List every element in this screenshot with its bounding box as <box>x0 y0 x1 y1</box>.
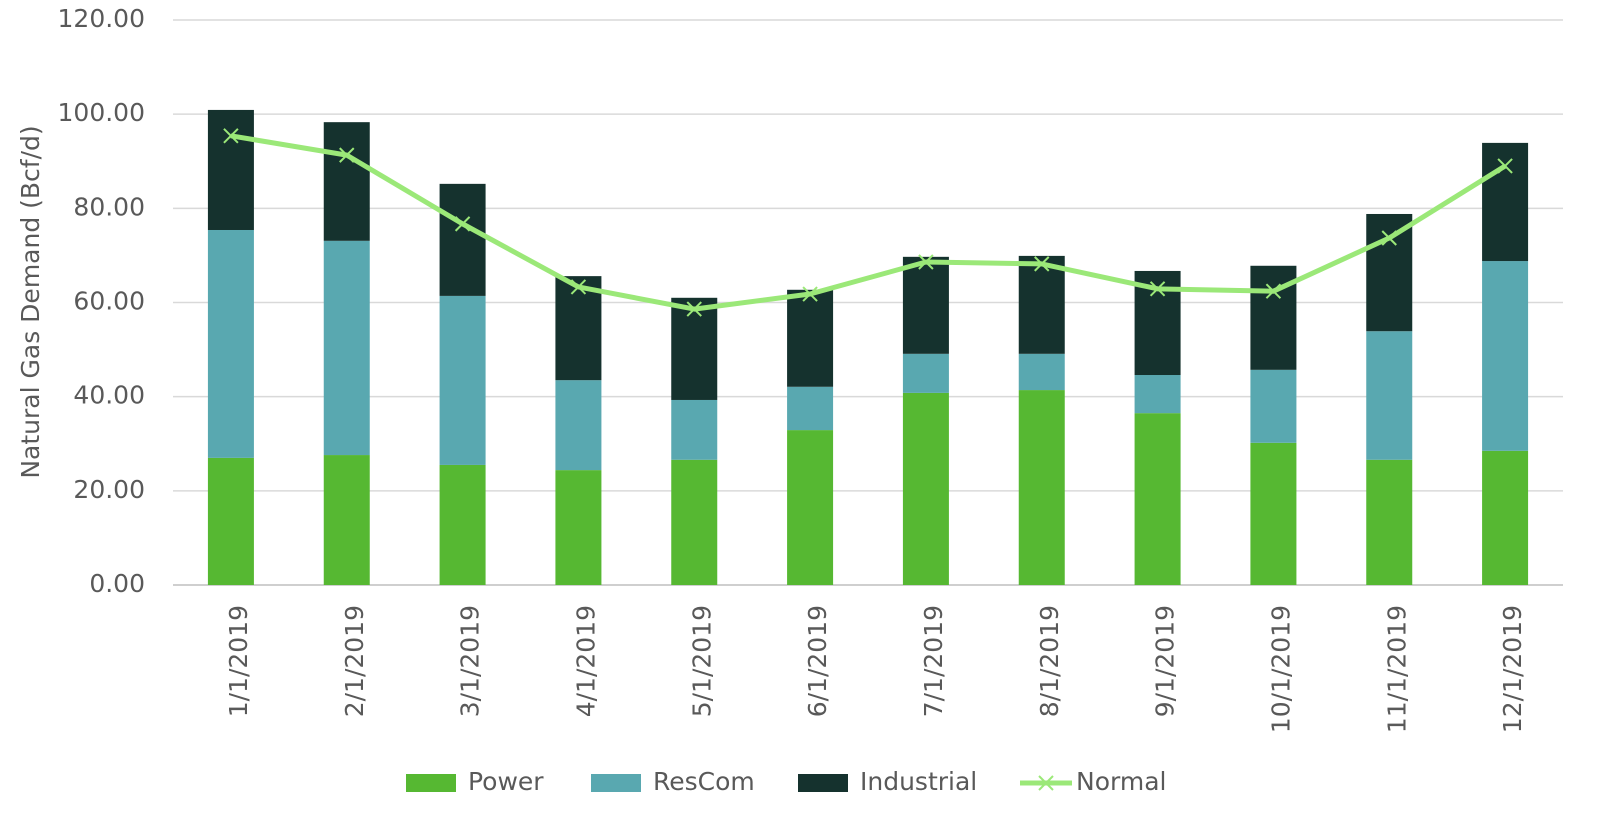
line-marker <box>1497 158 1513 174</box>
bar-segment <box>555 276 602 381</box>
legend-marker <box>1038 775 1054 791</box>
y-tick-label: 0.00 <box>89 569 145 598</box>
legend-swatch <box>406 774 456 792</box>
line-marker <box>1149 281 1166 297</box>
y-axis-title: Natural Gas Demand (Bcf/d) <box>16 125 45 478</box>
bar-segment <box>1366 459 1413 585</box>
bar-segment <box>207 229 254 458</box>
line-marker <box>686 301 702 317</box>
x-tick-label: 11/1/2019 <box>1382 605 1411 733</box>
bar-segment <box>1482 261 1529 451</box>
bar-segment <box>555 380 602 471</box>
y-tick-label: 120.00 <box>58 4 145 33</box>
line-marker <box>454 216 471 232</box>
line-series <box>230 133 1507 312</box>
x-tick-label: 12/1/2019 <box>1498 605 1527 733</box>
x-tick-label: 9/1/2019 <box>1151 605 1180 717</box>
bar-segment <box>902 392 949 585</box>
bar-segment <box>439 183 486 296</box>
line-marker <box>223 128 239 144</box>
line-marker <box>1381 230 1397 246</box>
x-tick-label: 8/1/2019 <box>1035 605 1064 717</box>
x-tick-label: 1/1/2019 <box>224 605 253 717</box>
x-tick-label: 5/1/2019 <box>687 605 716 717</box>
bar-segment <box>1482 142 1529 262</box>
legend-label: Power <box>468 767 544 796</box>
bar-segment <box>787 289 834 387</box>
legend-label: Normal <box>1076 767 1166 796</box>
y-tick-label: 40.00 <box>73 381 145 410</box>
legend-label: Industrial <box>860 767 977 796</box>
bar-segment <box>439 295 486 465</box>
bar-segment <box>555 470 602 585</box>
bar-segment <box>1018 255 1065 354</box>
y-tick-label: 100.00 <box>58 98 145 127</box>
x-tick-label: 3/1/2019 <box>456 605 485 717</box>
x-tick-label: 4/1/2019 <box>571 605 600 717</box>
bar-segment <box>1366 213 1413 332</box>
x-tick-label: 7/1/2019 <box>919 605 948 717</box>
bar-segment <box>1134 413 1181 585</box>
bar-segment <box>1018 390 1065 585</box>
legend-swatch <box>798 774 848 792</box>
bar-segment <box>902 256 949 354</box>
bar-segment <box>1250 369 1297 443</box>
bar-segment <box>787 430 834 585</box>
line-marker <box>570 279 587 295</box>
bar-segment <box>323 240 370 456</box>
bar-segment <box>323 122 370 241</box>
bar-segment <box>1018 353 1065 391</box>
x-tick-label: 10/1/2019 <box>1266 605 1295 733</box>
bar-segment <box>902 353 949 393</box>
line-marker <box>1265 283 1282 299</box>
bar-segment <box>323 455 370 585</box>
y-tick-label: 80.00 <box>73 192 145 221</box>
y-tick-label: 20.00 <box>73 475 145 504</box>
legend-swatch <box>591 774 641 792</box>
bar-segment <box>1482 450 1529 585</box>
bar-segment <box>671 297 718 400</box>
y-tick-label: 60.00 <box>73 287 145 316</box>
x-tick-label: 2/1/2019 <box>340 605 369 717</box>
bar-segment <box>1250 442 1297 585</box>
bar-segment <box>1366 331 1413 460</box>
line-marker <box>1034 256 1050 272</box>
bar-segment <box>671 399 718 460</box>
bar-segment <box>787 386 834 431</box>
x-tick-label: 6/1/2019 <box>803 605 832 717</box>
bar-segment <box>671 459 718 585</box>
legend-label: ResCom <box>653 767 755 796</box>
bar-segment <box>439 464 486 585</box>
bar-segment <box>207 109 254 230</box>
line-marker <box>339 147 355 163</box>
line-marker <box>802 286 818 302</box>
bar-segment <box>1134 375 1181 414</box>
bar-segment <box>207 457 254 585</box>
line-marker <box>918 254 934 270</box>
